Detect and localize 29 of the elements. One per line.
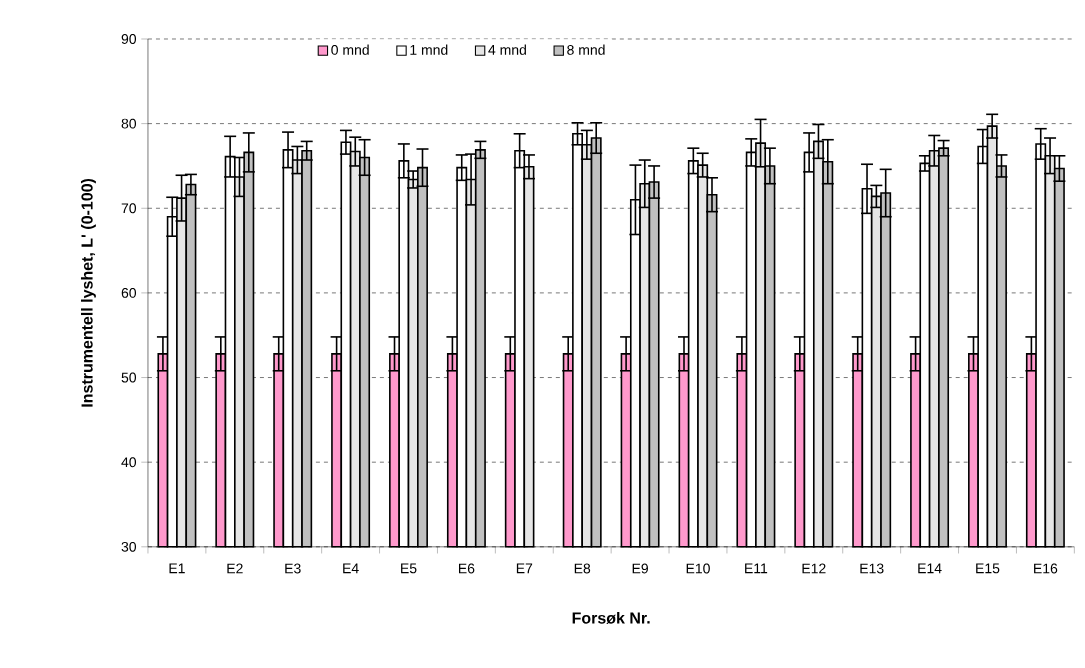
x-tick-label: E2: [227, 563, 243, 574]
legend-label: 0 mnd: [331, 44, 369, 55]
y-tick-label: 30: [121, 541, 137, 552]
x-tick-label: E3: [285, 563, 301, 574]
y-tick-label: 50: [121, 372, 137, 383]
legend-label: 4 mnd: [488, 44, 526, 55]
y-tick-label: 60: [121, 288, 137, 298]
x-tick-label: E6: [458, 563, 475, 574]
x-tick-label: E5: [401, 563, 417, 574]
legend-label: 1 mnd: [410, 44, 448, 55]
x-tick-label: E10: [686, 563, 710, 574]
y-tick-label: 40: [121, 457, 137, 468]
x-tick-label: E12: [802, 563, 826, 574]
y-tick-label: 70: [121, 203, 137, 214]
x-tick-label: E16: [1034, 563, 1058, 574]
y-tick-label: 80: [121, 118, 137, 129]
x-tick-label: E13: [860, 563, 884, 574]
y-axis-title: Instrumentell lyshet, L' (0-100): [80, 179, 96, 407]
x-tick-label: E9: [632, 563, 648, 574]
x-tick-label: E15: [976, 563, 1000, 574]
x-tick-label: E1: [169, 563, 185, 574]
x-tick-label: E14: [918, 563, 942, 574]
legend-label: 8 mnd: [567, 44, 605, 55]
x-tick-label: E7: [516, 563, 533, 574]
x-tick-label: E4: [343, 563, 359, 574]
y-tick-label: 90: [121, 34, 137, 45]
x-tick-label: E8: [574, 563, 591, 574]
x-tick-label: E11: [745, 563, 768, 574]
x-axis-title: Forsøk Nr.: [572, 612, 650, 625]
